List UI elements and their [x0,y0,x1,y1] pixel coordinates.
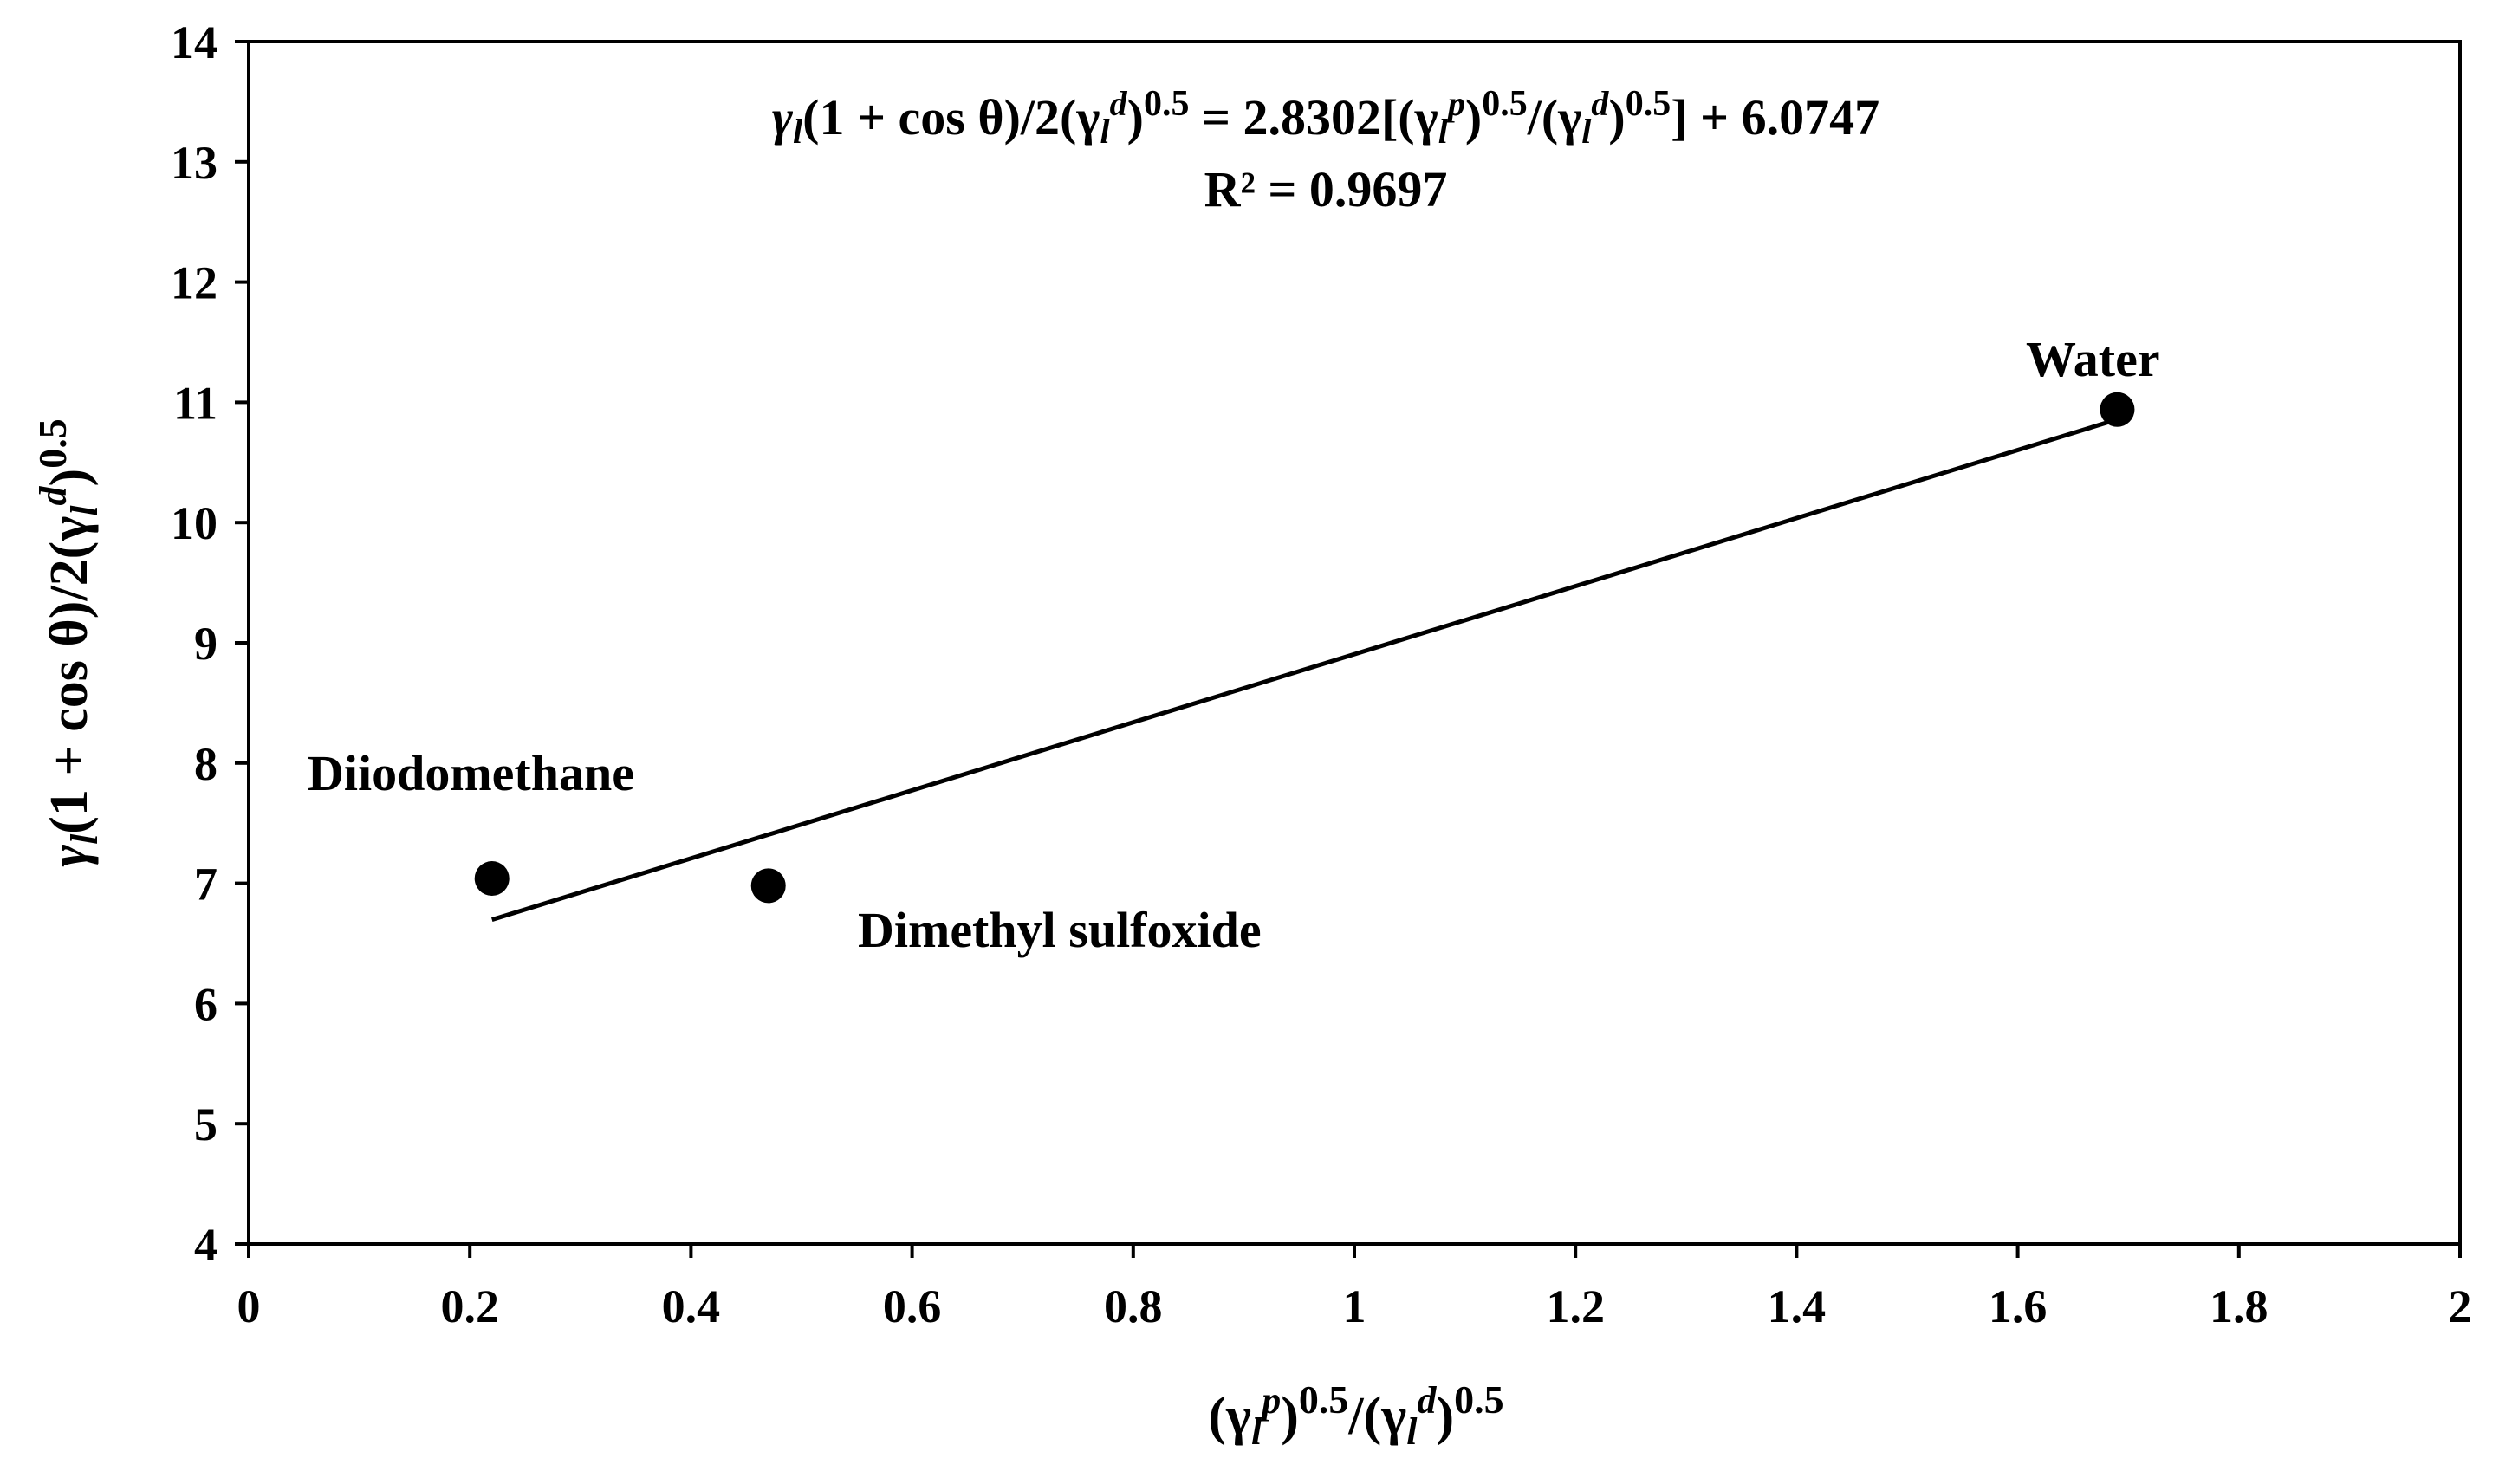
x-tick-label: 1 [1343,1280,1366,1332]
y-tick-label: 5 [194,1098,217,1150]
y-tick-label: 4 [194,1219,217,1271]
x-tick-label: 1.2 [1546,1280,1605,1332]
y-axis-ticks: 4 5 6 7 8 9 10 11 12 13 14 [171,16,249,1271]
x-tick-label: 0.4 [662,1280,721,1332]
y-axis-title: γl(1 + cos θ)/2(γld)0.5 [30,418,106,866]
x-axis-ticks: 0 0.2 0.4 0.6 0.8 1 1.2 1.4 1.6 1.8 2 [237,1244,2472,1332]
r-squared: R² = 0.9697 [1204,161,1448,217]
y-tick-label: 11 [173,377,217,429]
x-tick-label: 1.4 [1768,1280,1827,1332]
point-label-water: Water [2026,331,2160,387]
data-point [750,868,786,904]
x-tick-label: 1.6 [1989,1280,2048,1332]
y-tick-label: 7 [194,859,217,910]
y-tick-label: 8 [194,738,217,790]
y-tick-label: 6 [194,978,217,1030]
y-tick-label: 9 [194,618,217,670]
point-label-dimethyl-sulfoxide: Dimethyl sulfoxide [858,902,1262,958]
y-tick-label: 10 [171,497,217,549]
y-tick-label: 13 [171,137,217,189]
x-axis-title: (γlp)0.5/(γld)0.5 [1208,1377,1503,1453]
data-point [2100,392,2135,427]
y-tick-label: 12 [171,257,217,309]
x-tick-label: 2 [2449,1280,2472,1332]
x-tick-label: 0.6 [883,1280,942,1332]
trendline [490,417,2119,922]
x-tick-label: 0 [237,1280,261,1332]
data-points [474,392,2135,904]
plot-area-frame [247,40,2462,1246]
x-tick-label: 0.2 [440,1280,499,1332]
regression-equation: γl(1 + cos θ)/2(γld)0.5 = 2.8302[(γlp)0.… [772,84,1879,151]
data-point [474,861,510,897]
y-tick-label: 14 [171,16,217,68]
x-tick-label: 1.8 [2210,1280,2269,1332]
point-label-diiodomethane: Diiodomethane [308,745,634,801]
x-tick-label: 0.8 [1104,1280,1163,1332]
